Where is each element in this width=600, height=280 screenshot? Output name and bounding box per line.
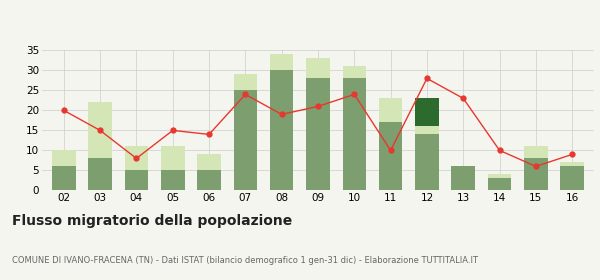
Bar [161,146,185,171]
Bar [233,90,257,190]
Bar [488,174,511,178]
Bar [88,158,112,190]
Bar [524,146,548,158]
Bar [343,78,366,190]
Bar [379,98,403,122]
Bar [125,146,148,171]
Bar [343,66,366,78]
Bar [161,171,185,190]
Bar [197,171,221,190]
Bar [560,166,584,190]
Text: COMUNE DI IVANO-FRACENA (TN) - Dati ISTAT (bilancio demografico 1 gen-31 dic) - : COMUNE DI IVANO-FRACENA (TN) - Dati ISTA… [12,256,478,265]
Bar [306,59,330,78]
Bar [306,78,330,190]
Bar [270,54,293,70]
Bar [52,166,76,190]
Bar [488,178,511,190]
Bar [197,154,221,171]
Bar [379,122,403,190]
Bar [415,134,439,190]
Text: Flusso migratorio della popolazione: Flusso migratorio della popolazione [12,214,292,228]
Bar [415,126,439,134]
Bar [524,158,548,190]
Bar [88,102,112,158]
Bar [451,166,475,190]
Bar [560,162,584,166]
Bar [233,74,257,90]
Bar [52,150,76,166]
Bar [270,70,293,190]
Bar [125,171,148,190]
Bar [415,98,439,126]
